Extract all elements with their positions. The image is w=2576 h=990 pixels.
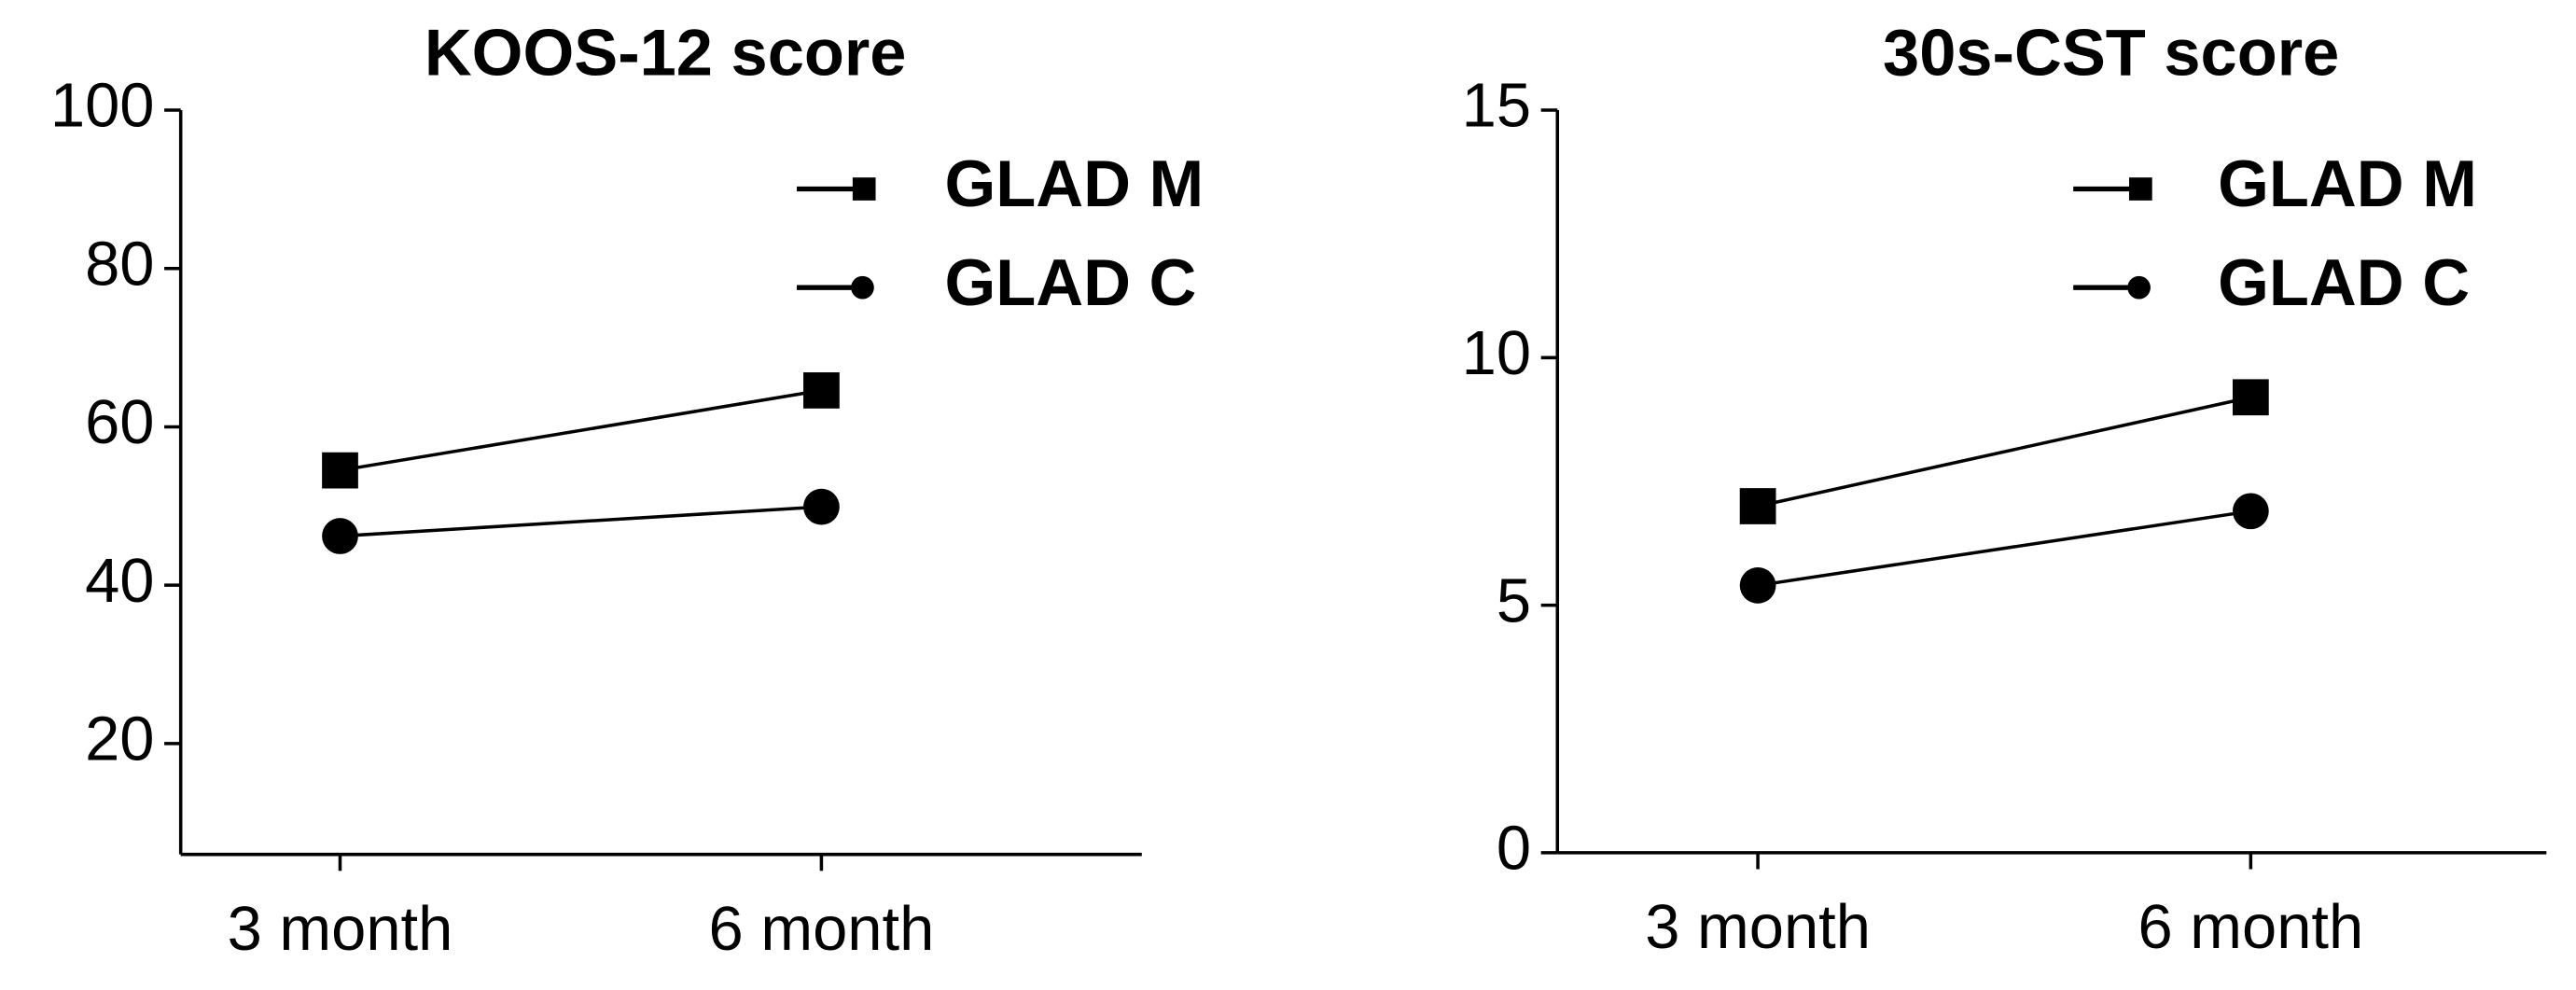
x-tick-label: 3 month [1645,892,1871,962]
legend-marker [2127,275,2151,300]
x-tick-label: 3 month [228,894,453,964]
legend-label: GLAD C [2218,245,2470,319]
y-tick-label: 0 [1497,814,1531,884]
x-tick-label: 6 month [2137,892,2363,962]
marker-circle [322,518,358,554]
marker-circle [1739,567,1776,604]
series-line [1757,509,2251,588]
y-tick-label: 10 [1462,318,1531,388]
series-line [1757,396,2251,509]
marker-square [803,372,840,409]
marker-square [1739,488,1776,524]
legend-marker [2129,177,2152,201]
y-tick-label: 100 [50,71,155,141]
chart-title: 30s-CST score [1883,15,2339,89]
x-tick-label: 6 month [709,894,935,964]
legend-label: GLAD M [2218,146,2477,220]
marker-circle [803,488,840,525]
chart-title: KOOS-12 score [425,15,907,89]
y-tick-label: 40 [85,546,154,616]
series-line [340,388,822,472]
marker-square [322,452,358,489]
legend-marker [851,275,874,300]
y-tick-label: 60 [85,387,154,457]
marker-circle [2232,493,2269,530]
legend-label: GLAD M [944,146,1204,220]
marker-square [2232,379,2269,416]
y-tick-label: 80 [85,229,154,299]
y-tick-label: 5 [1497,565,1531,635]
y-tick-label: 15 [1462,71,1531,141]
legend-label: GLAD C [944,245,1196,319]
y-tick-label: 20 [85,704,154,774]
series-line [340,505,822,538]
legend-marker [852,177,876,201]
